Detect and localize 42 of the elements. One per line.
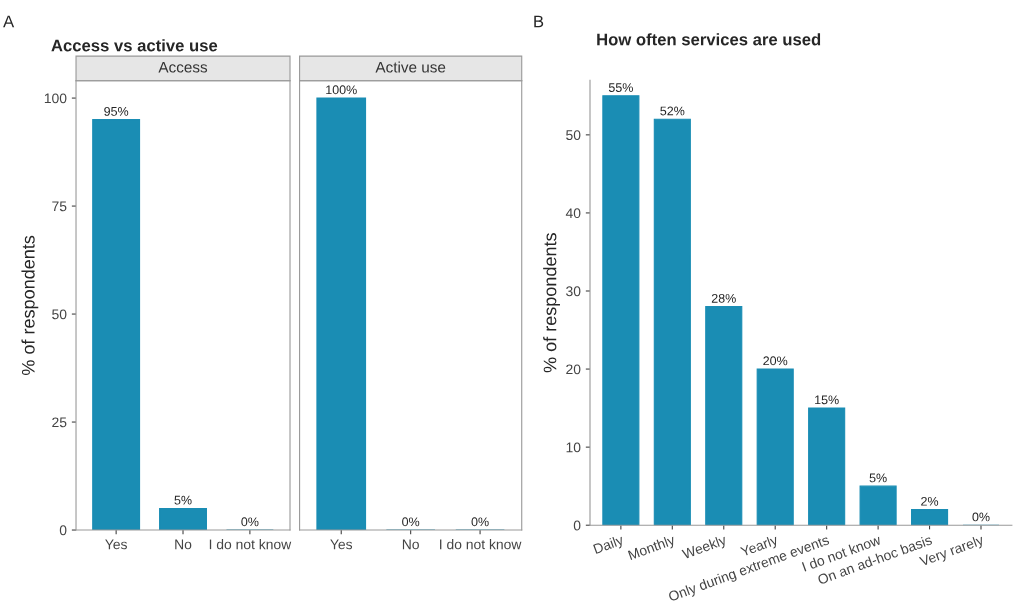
data-label: 15% xyxy=(815,395,839,405)
x-tick-label: No xyxy=(175,539,192,550)
y-axis-title: % of respondents xyxy=(21,235,39,376)
x-tick-label: Monthly xyxy=(627,534,677,563)
data-label: 100% xyxy=(326,85,357,95)
x-tick-label: Daily xyxy=(592,534,626,557)
data-label: 52% xyxy=(660,106,685,116)
x-tick-label: I do not know xyxy=(440,539,522,550)
chart-title: Active use xyxy=(375,61,446,73)
x-tick-label: Weekly xyxy=(681,534,729,562)
y-tick-label: 10 xyxy=(566,442,581,453)
data-label: 0% xyxy=(241,517,259,527)
y-tick-label: 100 xyxy=(44,93,67,104)
chart-title: How often services are used xyxy=(597,33,821,46)
y-tick-label: 30 xyxy=(566,286,581,297)
data-label: 5% xyxy=(174,495,192,505)
data-label: 2% xyxy=(921,496,939,506)
x-tick-label: Yes xyxy=(105,539,127,550)
x-tick-label: Yes xyxy=(330,539,353,550)
data-label: 0% xyxy=(402,517,420,527)
text: A xyxy=(3,15,15,28)
data-label: 20% xyxy=(763,356,788,366)
data-label: 55% xyxy=(608,83,633,92)
y-tick-label: 50 xyxy=(52,309,67,320)
x-tick-label: No xyxy=(402,539,419,550)
y-tick-label: 50 xyxy=(566,130,581,141)
y-tick-label: 0 xyxy=(573,520,581,531)
data-label: 95% xyxy=(104,106,129,116)
data-label: 0% xyxy=(471,517,489,527)
y-tick-label: 75 xyxy=(52,201,67,212)
data-label: 5% xyxy=(869,473,887,483)
y-axis-title: % of respondents xyxy=(543,233,560,373)
x-tick-label: I do not know xyxy=(209,539,292,550)
y-tick-label: 0 xyxy=(59,525,67,536)
y-tick-label: 20 xyxy=(566,364,581,375)
y-tick-label: 25 xyxy=(52,417,67,428)
data-label: 28% xyxy=(711,293,736,303)
y-tick-label: 40 xyxy=(565,208,581,219)
text: Access vs active use xyxy=(51,39,218,52)
text: B xyxy=(534,15,544,28)
chart-title: Access xyxy=(158,61,208,73)
data-label: 0% xyxy=(972,512,990,522)
